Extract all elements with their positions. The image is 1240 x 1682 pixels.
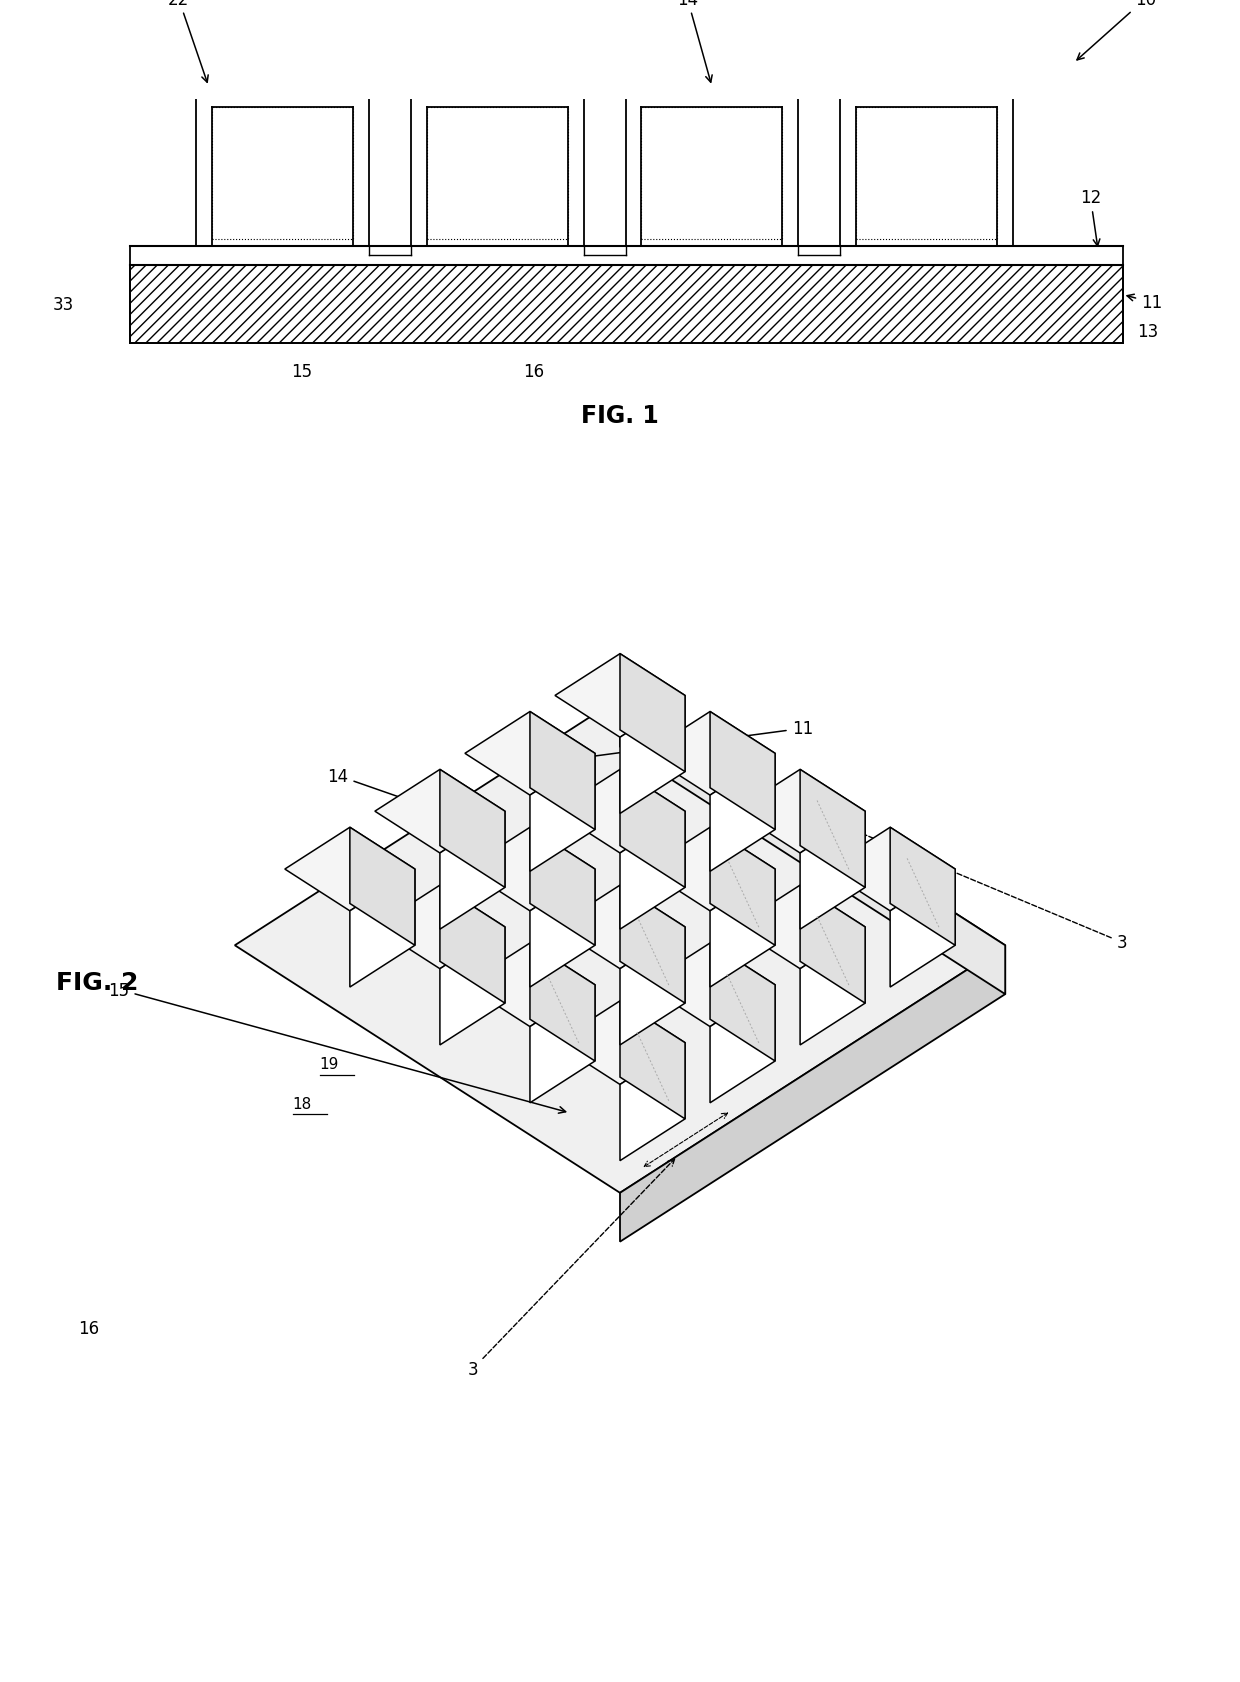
Bar (427, 108, 568, 241)
Polygon shape (711, 870, 775, 987)
Polygon shape (620, 927, 684, 1045)
Text: 33: 33 (53, 296, 74, 315)
Polygon shape (374, 886, 505, 969)
Polygon shape (440, 770, 505, 888)
Polygon shape (440, 886, 505, 1004)
Text: 22: 22 (167, 0, 208, 82)
Polygon shape (374, 770, 505, 853)
Polygon shape (645, 711, 775, 796)
Bar (625, 87, 641, 247)
Polygon shape (620, 1001, 684, 1119)
Text: 11: 11 (1127, 294, 1162, 313)
Polygon shape (620, 770, 684, 888)
Bar (839, 87, 1013, 108)
Text: 15: 15 (290, 363, 311, 382)
Text: 12: 12 (1080, 188, 1101, 247)
Polygon shape (711, 828, 775, 945)
Text: 14: 14 (327, 767, 435, 811)
Polygon shape (556, 1001, 684, 1085)
Polygon shape (800, 927, 866, 1045)
Polygon shape (529, 754, 595, 871)
Text: 11: 11 (517, 720, 813, 769)
Bar (353, 87, 370, 247)
Text: 18: 18 (293, 1097, 312, 1112)
Bar (641, 108, 782, 241)
Bar (196, 87, 370, 108)
Polygon shape (285, 828, 415, 912)
Polygon shape (440, 927, 505, 1045)
Polygon shape (800, 886, 866, 1004)
Bar (410, 87, 427, 247)
Bar (782, 87, 799, 247)
Polygon shape (556, 770, 684, 853)
Polygon shape (620, 945, 1006, 1241)
Text: 3: 3 (777, 799, 1127, 952)
Bar (856, 108, 997, 241)
Polygon shape (556, 886, 684, 969)
Text: 10: 10 (1078, 0, 1156, 61)
Polygon shape (465, 711, 595, 796)
Polygon shape (529, 986, 595, 1103)
Polygon shape (529, 711, 595, 829)
Bar (568, 87, 584, 247)
Polygon shape (620, 812, 684, 930)
Text: 19: 19 (320, 1056, 339, 1071)
Polygon shape (711, 711, 775, 829)
Polygon shape (890, 828, 955, 945)
Polygon shape (620, 698, 1006, 994)
Polygon shape (529, 870, 595, 987)
Text: 3: 3 (467, 1159, 675, 1378)
Polygon shape (620, 654, 684, 772)
Bar (129, 266, 1122, 345)
Polygon shape (620, 696, 684, 814)
Polygon shape (645, 828, 775, 912)
Text: 13: 13 (1137, 323, 1158, 341)
Polygon shape (440, 812, 505, 930)
Bar (997, 87, 1013, 247)
Polygon shape (735, 770, 866, 853)
Bar (625, 87, 799, 108)
Text: 16: 16 (78, 1320, 99, 1337)
Polygon shape (711, 986, 775, 1103)
Text: 16: 16 (523, 363, 544, 382)
Polygon shape (800, 812, 866, 930)
Polygon shape (465, 944, 595, 1028)
Bar (839, 87, 856, 247)
Polygon shape (350, 870, 415, 987)
Bar (196, 87, 212, 247)
Bar (410, 87, 584, 108)
Polygon shape (800, 770, 866, 888)
Bar (212, 108, 353, 241)
Text: FIG. 2: FIG. 2 (56, 971, 139, 994)
Polygon shape (620, 886, 684, 1004)
Polygon shape (350, 828, 415, 945)
Polygon shape (620, 1043, 684, 1161)
Polygon shape (890, 870, 955, 987)
Polygon shape (645, 944, 775, 1028)
Polygon shape (234, 698, 1006, 1193)
Polygon shape (529, 828, 595, 945)
Polygon shape (711, 944, 775, 1061)
Polygon shape (735, 886, 866, 969)
Text: FIG. 1: FIG. 1 (582, 404, 658, 427)
Polygon shape (711, 754, 775, 871)
Polygon shape (556, 654, 684, 738)
Polygon shape (825, 828, 955, 912)
Text: 15: 15 (108, 981, 565, 1113)
Text: 14: 14 (677, 0, 712, 82)
Polygon shape (529, 944, 595, 1061)
Polygon shape (465, 828, 595, 912)
